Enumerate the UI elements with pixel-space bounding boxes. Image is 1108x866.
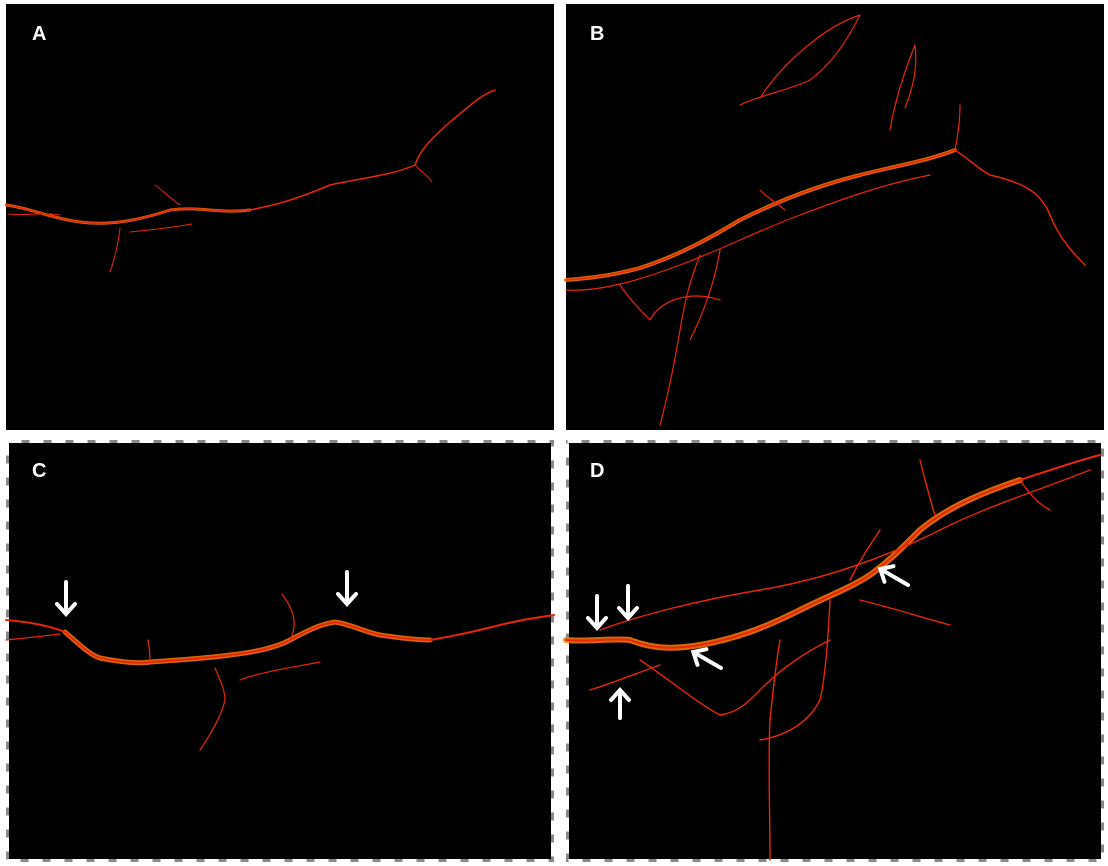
figure: A B C D [0, 0, 1108, 866]
panel-a: A [6, 4, 554, 430]
panel-label: A [32, 23, 46, 45]
panel-background [6, 4, 554, 430]
panel-background [566, 4, 1104, 430]
panel-b: B [566, 4, 1104, 430]
panel-label: D [590, 460, 604, 482]
panel-c: C [6, 442, 554, 861]
panel-label: C [32, 460, 46, 482]
panel-d: D [566, 442, 1103, 861]
panel-label: B [590, 23, 604, 45]
page: A B C D (() => { const data = JSON.parse… [0, 0, 1108, 866]
panel-background [568, 442, 1103, 861]
